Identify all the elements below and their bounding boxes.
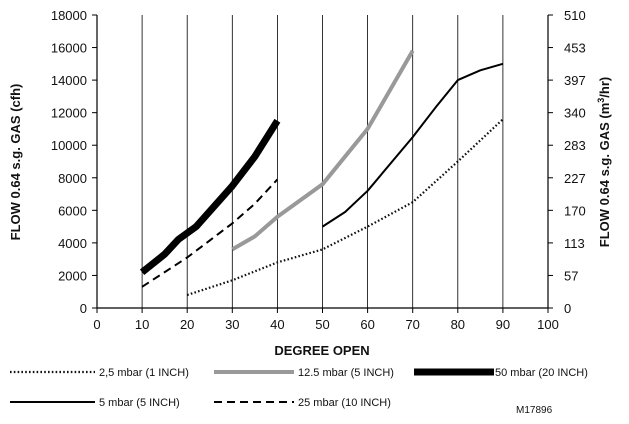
series-12-5mbar-line — [231, 49, 415, 252]
legend-25mbar: 25 mbar (10 INCH) — [214, 397, 391, 409]
y-axis-title-right-prefix: FLOW 0.64 s.g. GAS (m — [597, 103, 612, 247]
legend-label: 50 mbar (20 INCH) — [495, 367, 588, 379]
x-tick-label: 50 — [315, 317, 329, 332]
y-axis-title-right-sup: 3 — [596, 98, 606, 103]
y-tick-label-right: 510 — [564, 8, 586, 23]
x-tick-label: 70 — [405, 317, 419, 332]
y-tick-label-left: 2000 — [58, 268, 87, 283]
y-tick-label-right: 453 — [564, 41, 586, 56]
y-tick-label-right: 0 — [564, 301, 571, 316]
x-axis-title: DEGREE OPEN — [274, 343, 369, 358]
y-tick-label-left: 6000 — [58, 203, 87, 218]
y-axis-title-right: FLOW 0.64 s.g. GAS (m3/hr) — [596, 77, 612, 247]
legend-50mbar: 50 mbar (20 INCH) — [414, 367, 588, 379]
x-tick-label: 40 — [270, 317, 284, 332]
y-tick-label-right: 170 — [564, 203, 586, 218]
x-tick-label: 20 — [180, 317, 194, 332]
y-tick-label-left: 10000 — [51, 138, 87, 153]
figure-id: M17896 — [516, 405, 553, 416]
y-tick-label-left: 14000 — [51, 73, 87, 88]
x-tick-label: 10 — [135, 317, 149, 332]
x-tick-label: 80 — [451, 317, 465, 332]
series-2-5mbar-line — [186, 118, 504, 297]
legend-12-5mbar: 12.5 mbar (5 INCH) — [214, 367, 394, 379]
legend-layer: 2,5 mbar (1 INCH) 12.5 mbar (5 INCH) 50 mb… — [10, 367, 588, 409]
x-tick-label: 100 — [537, 317, 559, 332]
legend-label: 5 mbar (5 INCH) — [99, 397, 180, 409]
y-axis-title-right-suffix: /hr) — [597, 77, 612, 98]
y-tick-label-right: 397 — [564, 73, 586, 88]
legend-label: 25 mbar (10 INCH) — [298, 397, 391, 409]
y-tick-label-left: 12000 — [51, 106, 87, 121]
series-5mbar-line — [321, 62, 504, 228]
y-tick-label-right: 57 — [564, 268, 578, 283]
y-tick-label-right: 283 — [564, 138, 586, 153]
y-tick-label-left: 16000 — [51, 41, 87, 56]
legend-label: 2,5 mbar (1 INCH) — [99, 367, 189, 379]
y-axis-title-left: FLOW 0.64 s.g. GAS (cfh) — [8, 84, 23, 241]
series-25mbar-line — [141, 178, 279, 288]
legend-2-5mbar: 2,5 mbar (1 INCH) — [10, 367, 189, 379]
x-tick-label: 0 — [93, 317, 100, 332]
x-tick-label: 90 — [496, 317, 510, 332]
y-tick-label-right: 340 — [564, 106, 586, 121]
y-tick-label-left: 8000 — [58, 171, 87, 186]
series-layer — [139, 49, 504, 297]
legend-5mbar: 5 mbar (5 INCH) — [10, 397, 180, 409]
y-tick-label-left: 18000 — [51, 8, 87, 23]
y-tick-label-right: 113 — [564, 236, 585, 251]
x-tick-label: 60 — [360, 317, 374, 332]
y-tick-label-left: 0 — [80, 301, 87, 316]
series-50mbar-line — [139, 118, 281, 275]
y-tick-label-left: 4000 — [58, 236, 87, 251]
y-tick-label-right: 227 — [564, 171, 586, 186]
x-tick-label: 30 — [225, 317, 239, 332]
grid-layer — [141, 15, 504, 308]
legend-label: 12.5 mbar (5 INCH) — [298, 367, 394, 379]
